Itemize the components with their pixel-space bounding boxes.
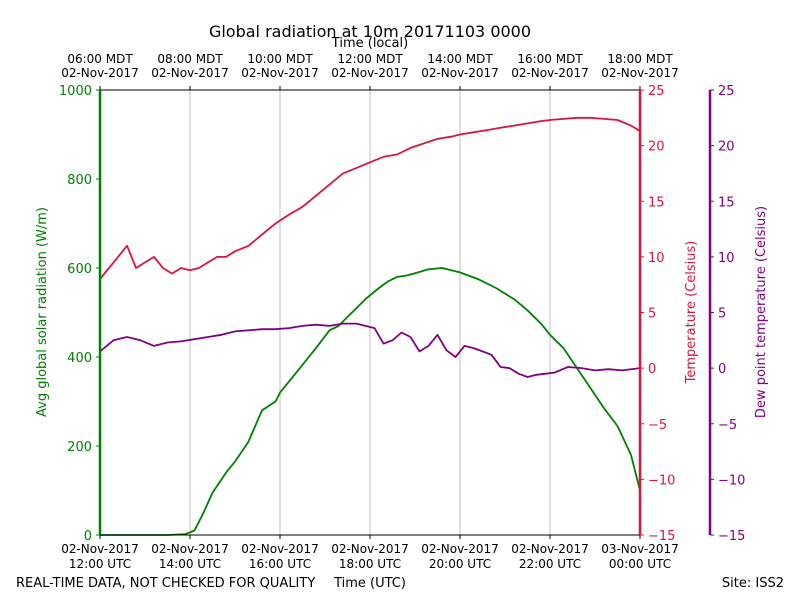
x-top-tick-label: 02-Nov-2017 bbox=[331, 66, 409, 80]
x-bottom-tick-label: 20:00 UTC bbox=[429, 557, 491, 571]
y-dewpoint-tick-label: 10 bbox=[718, 251, 735, 266]
series-line-dewpoint bbox=[99, 322, 641, 378]
y-temperature-axis-label: Temperature (Celsius) bbox=[684, 241, 699, 385]
y-left-tick-label: 200 bbox=[67, 440, 92, 455]
x-top-tick-label: 12:00 MDT bbox=[337, 52, 403, 66]
y-left-axis-label: Avg global solar radiation (W/m) bbox=[35, 207, 50, 417]
x-bottom-tick-label: 16:00 UTC bbox=[249, 557, 311, 571]
x-bottom-tick-label: 14:00 UTC bbox=[159, 557, 221, 571]
y-dewpoint-axis-label: Dew point temperature (Celsius) bbox=[754, 206, 769, 418]
y-temperature-tick-label: −15 bbox=[648, 529, 675, 544]
y-temperature-tick-label: 25 bbox=[648, 84, 665, 99]
site-label: Site: ISS2 bbox=[722, 576, 784, 591]
vertical-grid bbox=[189, 90, 551, 535]
x-top-tick-label: 02-Nov-2017 bbox=[241, 66, 319, 80]
y-left-radiation-ticks: 0 200 400 600 800 1000 bbox=[59, 84, 100, 544]
y-dewpoint-tick-label: 5 bbox=[718, 307, 726, 322]
y-dewpoint-tick-label: 15 bbox=[718, 195, 735, 210]
series-line-temperature bbox=[99, 116, 641, 281]
y-temperature-tick-label: 5 bbox=[648, 307, 656, 322]
x-bottom-tick-label: 18:00 UTC bbox=[339, 557, 401, 571]
y-temperature-tick-label: 0 bbox=[648, 362, 656, 377]
y-temperature-tick-label: −10 bbox=[648, 473, 675, 488]
x-bottom-tick-label: 22:00 UTC bbox=[519, 557, 581, 571]
y-left-tick-label: 1000 bbox=[59, 84, 92, 99]
x-top-axis-label: Time (local) bbox=[331, 36, 408, 51]
y-dewpoint-tick-label: −10 bbox=[718, 473, 745, 488]
y-dewpoint-tick-label: −15 bbox=[718, 529, 745, 544]
x-top-tick-label: 02-Nov-2017 bbox=[601, 66, 679, 80]
y-left-tick-label: 400 bbox=[67, 351, 92, 366]
x-bottom-tick-label: 03-Nov-2017 bbox=[601, 542, 679, 556]
x-bottom-tick-label: 02-Nov-2017 bbox=[331, 542, 409, 556]
y-temperature-tick-label: −5 bbox=[648, 418, 667, 433]
y-dewpoint-tick-label: −5 bbox=[718, 418, 737, 433]
x-bottom-tick-label: 12:00 UTC bbox=[69, 557, 131, 571]
y-left-tick-label: 600 bbox=[67, 262, 92, 277]
y-temperature-tick-label: 20 bbox=[648, 140, 665, 155]
x-top-tick-label: 10:00 MDT bbox=[247, 52, 313, 66]
chart-title: Global radiation at 10m 20171103 0000 bbox=[209, 22, 531, 41]
x-bottom-tick-label: 00:00 UTC bbox=[609, 557, 671, 571]
x-top-tick-label: 14:00 MDT bbox=[427, 52, 493, 66]
series-layer bbox=[99, 116, 641, 536]
y-right-dewpoint-ticks: −15 −10 −5 0 5 10 15 20 25 bbox=[710, 84, 745, 544]
x-bottom-tick-label: 02-Nov-2017 bbox=[511, 542, 589, 556]
x-top-tick-label: 06:00 MDT bbox=[67, 52, 133, 66]
x-bottom-tick-label: 02-Nov-2017 bbox=[421, 542, 499, 556]
plot-frame bbox=[98, 89, 712, 536]
x-top-tick-label: 02-Nov-2017 bbox=[151, 66, 229, 80]
x-top-tick-label: 16:00 MDT bbox=[517, 52, 583, 66]
y-right-temperature-ticks: −15 −10 −5 0 5 10 15 20 25 bbox=[640, 84, 675, 544]
x-top-tick-label: 02-Nov-2017 bbox=[61, 66, 139, 80]
x-bottom-tick-label: 02-Nov-2017 bbox=[61, 542, 139, 556]
x-top-tick-label: 08:00 MDT bbox=[157, 52, 223, 66]
y-temperature-tick-label: 10 bbox=[648, 251, 665, 266]
x-top-tick-label: 02-Nov-2017 bbox=[421, 66, 499, 80]
x-bottom-tick-label: 02-Nov-2017 bbox=[151, 542, 229, 556]
quality-disclaimer: REAL-TIME DATA, NOT CHECKED FOR QUALITY bbox=[16, 576, 315, 591]
y-left-tick-label: 800 bbox=[67, 173, 92, 188]
y-dewpoint-tick-label: 0 bbox=[718, 362, 726, 377]
y-dewpoint-tick-label: 25 bbox=[718, 84, 735, 99]
x-top-tick-label: 02-Nov-2017 bbox=[511, 66, 589, 80]
x-top-tick-label: 18:00 MDT bbox=[607, 52, 673, 66]
x-bottom-axis-label: Time (UTC) bbox=[333, 576, 406, 591]
y-temperature-tick-label: 15 bbox=[648, 195, 665, 210]
y-dewpoint-tick-label: 20 bbox=[718, 140, 735, 155]
series-line-radiation bbox=[99, 267, 641, 536]
x-bottom-tick-label: 02-Nov-2017 bbox=[241, 542, 319, 556]
y-left-tick-label: 0 bbox=[84, 529, 92, 544]
